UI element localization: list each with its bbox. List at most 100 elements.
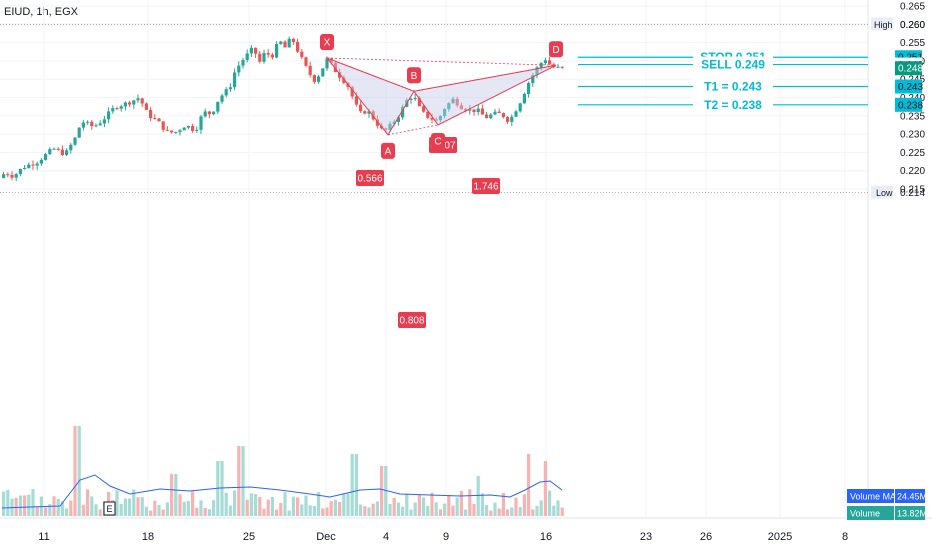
candle-body: [203, 111, 207, 117]
candle-body: [392, 121, 396, 124]
candle-body: [65, 150, 69, 156]
volume-bar: [501, 492, 505, 516]
volume-bar: [468, 489, 472, 516]
candle-body: [60, 149, 64, 156]
x-tick-label: 2025: [768, 531, 792, 543]
volume-bar: [94, 504, 98, 516]
candle-body: [249, 47, 253, 54]
candle-body: [531, 75, 535, 83]
volume-bar: [497, 508, 501, 516]
candle-body: [262, 53, 266, 62]
x-tick-label: 16: [540, 531, 552, 543]
candle-body: [325, 58, 329, 69]
x-tick-label: Dec: [316, 531, 336, 543]
candle-body: [543, 60, 547, 64]
candle-body: [157, 118, 161, 122]
volume-bar: [518, 506, 522, 516]
volume-bar: [451, 505, 455, 516]
candle-body: [300, 51, 304, 58]
candle-body: [472, 109, 476, 113]
volume-bar: [371, 503, 375, 516]
x-tick-label: 18: [142, 531, 154, 543]
candle-body: [321, 68, 325, 77]
candle-body: [94, 125, 98, 127]
volume-bar: [56, 498, 60, 516]
x-tick-label: 11: [38, 531, 49, 543]
candle-body: [220, 95, 224, 102]
volume-bar: [438, 509, 442, 516]
volume-bar: [69, 500, 73, 516]
volume-bar: [249, 493, 253, 516]
volume-bars: [2, 426, 564, 516]
candle-body: [48, 149, 52, 155]
candle-body: [447, 103, 451, 110]
ratio-label-bg: [472, 178, 500, 194]
candle-body: [102, 119, 106, 124]
volume-legend-name-bg: [847, 489, 894, 503]
volume-bar: [199, 500, 203, 516]
volume-bar: [119, 503, 123, 516]
candle-body: [81, 122, 85, 128]
candle-body: [443, 109, 447, 116]
volume-bar: [422, 497, 426, 516]
volume-bar: [258, 497, 262, 516]
candle-body: [123, 102, 127, 107]
x-tick-label: 25: [243, 531, 255, 543]
ratio-line-xb: [326, 57, 415, 92]
volume-bar: [2, 491, 6, 516]
candle-body: [2, 174, 6, 179]
volume-legend-value-bg: [895, 506, 925, 520]
ratio-label-bg: [356, 170, 384, 186]
price-badge: 0.248: [898, 64, 923, 75]
level-label-bg: [693, 56, 773, 73]
candle-body: [270, 54, 274, 58]
candle-body: [459, 105, 463, 110]
volume-bar: [312, 505, 316, 516]
candle-body: [161, 121, 165, 130]
x-tick-label: 23: [640, 531, 652, 543]
candle-body: [342, 77, 346, 83]
candle-body: [287, 38, 291, 48]
candle-body: [527, 82, 531, 94]
ratio-line-ac: [387, 124, 439, 136]
volume-bar: [535, 505, 539, 516]
volume-bar: [203, 508, 207, 516]
candle-body: [455, 98, 459, 106]
candle-body: [165, 129, 169, 131]
y-tick-label: 0.220: [900, 166, 925, 177]
candle-body: [136, 98, 140, 101]
volume-bar: [359, 504, 363, 516]
candle-body: [354, 96, 358, 105]
candle-body: [212, 111, 216, 115]
candle-body: [506, 117, 510, 122]
candle-body: [275, 44, 279, 58]
candle-body: [191, 125, 195, 131]
ratio-label: 1.746: [473, 182, 498, 193]
volume-bar: [195, 507, 199, 516]
candle-body: [73, 137, 77, 145]
volume-bar: [279, 502, 283, 516]
volume-bar: [212, 500, 216, 516]
volume-bar: [405, 493, 409, 516]
volume-bar: [48, 504, 52, 516]
pattern-point-b: B: [411, 71, 418, 82]
volume-bar: [396, 502, 400, 516]
candle-body: [401, 106, 405, 118]
volume-bar: [375, 501, 379, 516]
pattern-xab: [325, 56, 415, 136]
pattern-point-a: A: [385, 146, 392, 157]
x-tick-label: 9: [443, 531, 449, 543]
candle-body: [308, 65, 312, 76]
volume-bar: [220, 461, 224, 516]
ratio-label: 0.566: [357, 174, 382, 185]
candle-body: [18, 168, 22, 175]
candle-body: [27, 164, 31, 168]
level-label-bg: [693, 96, 773, 113]
y-tick-label: 0.215: [900, 185, 925, 196]
candle-body: [422, 106, 426, 112]
volume-bar: [417, 494, 421, 516]
pattern-point-c: C: [434, 136, 441, 147]
candle-body: [119, 106, 123, 109]
volume-bar: [493, 502, 497, 516]
